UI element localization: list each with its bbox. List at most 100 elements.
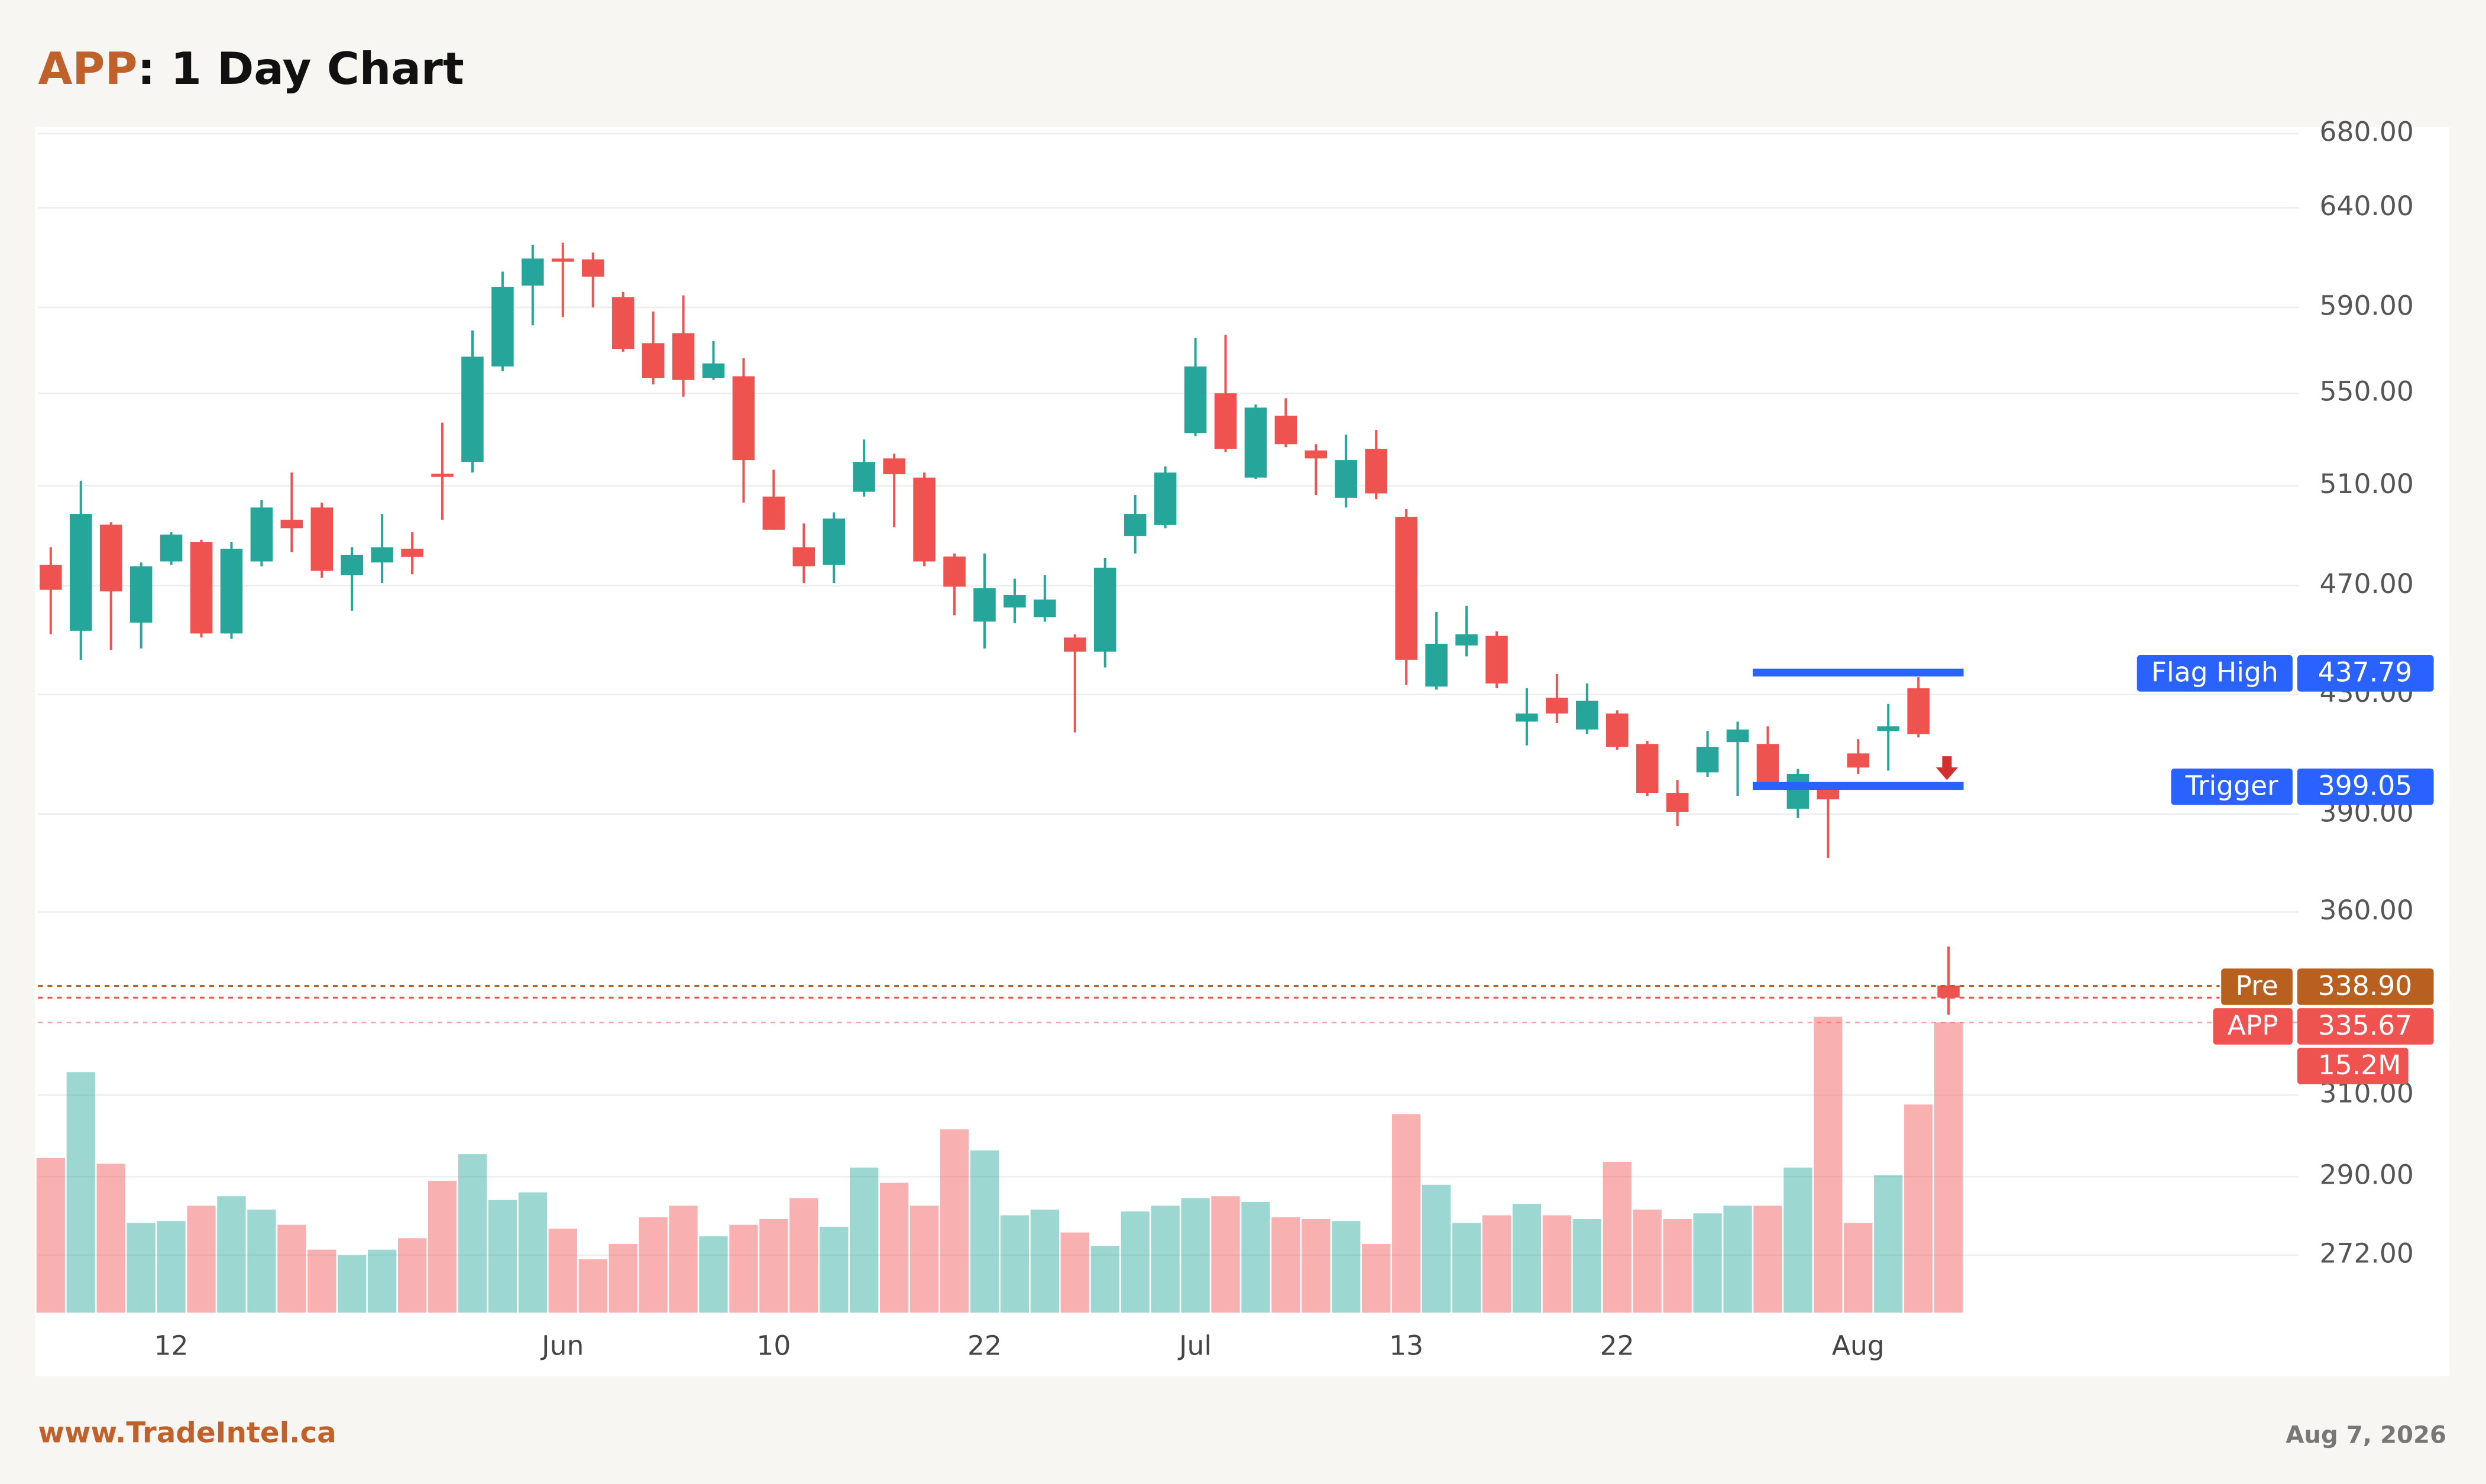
- volume-bar: [789, 1198, 818, 1313]
- y-tick-label: 272.00: [2319, 1237, 2413, 1269]
- volume-bar: [247, 1209, 276, 1313]
- volume-bar: [187, 1206, 216, 1313]
- level-value: 437.79: [2318, 657, 2412, 688]
- volume-bar: [1934, 1022, 1963, 1313]
- volume-bar: [639, 1217, 668, 1313]
- candle-body: [1425, 643, 1448, 687]
- candle-body: [581, 259, 604, 277]
- volume-bar: [368, 1249, 397, 1313]
- candle-body: [341, 555, 363, 576]
- level-name: Trigger: [2185, 770, 2278, 802]
- volume-bar: [1000, 1215, 1030, 1313]
- x-tick-label: 13: [1389, 1330, 1423, 1362]
- level-name: Flag High: [2151, 657, 2278, 688]
- volume-bar: [1783, 1167, 1812, 1313]
- level-name-box: [2213, 1008, 2293, 1045]
- candle-body: [250, 507, 273, 562]
- candle-body: [1877, 726, 1899, 731]
- x-tick-label: 12: [154, 1330, 189, 1362]
- volume-bar: [1241, 1201, 1270, 1313]
- level-name-box: [2171, 768, 2293, 805]
- candle-body: [522, 258, 544, 286]
- volume-bar: [277, 1224, 306, 1313]
- volume-bar: [1753, 1206, 1782, 1313]
- candle-body: [1636, 744, 1659, 793]
- candle-body: [1004, 595, 1026, 608]
- x-tick-label: Aug: [1832, 1330, 1885, 1362]
- volume-bar: [1181, 1198, 1210, 1313]
- volume-bar: [488, 1200, 517, 1313]
- candle-body: [1184, 366, 1207, 433]
- x-tick-label: Jul: [1177, 1330, 1212, 1362]
- candle-body: [1605, 713, 1629, 747]
- volume-bar: [127, 1223, 156, 1313]
- level-value-box: [2297, 655, 2434, 692]
- volume-bar: [1452, 1223, 1481, 1313]
- candle-body: [1817, 789, 1840, 800]
- y-tick-label: 360.00: [2319, 895, 2413, 926]
- footer-site: www.TradeIntel.ca: [38, 1417, 336, 1450]
- level-value: 15.2M: [2318, 1049, 2401, 1081]
- volume-bar: [699, 1236, 728, 1313]
- candle-body: [1546, 698, 1568, 714]
- y-tick-label: 590.00: [2319, 290, 2413, 321]
- level-value-box: [2297, 768, 2434, 805]
- candle-body: [732, 376, 755, 461]
- volume-bar: [1512, 1204, 1542, 1313]
- volume-bar: [850, 1167, 879, 1313]
- level-value-box: [2297, 1048, 2409, 1084]
- volume-bar: [1211, 1196, 1240, 1313]
- candle-body: [1516, 713, 1538, 722]
- volume-bar: [1090, 1246, 1119, 1313]
- level-value: 335.67: [2318, 1010, 2412, 1041]
- volume-bar: [1060, 1232, 1089, 1313]
- level-value-box: [2297, 968, 2434, 1005]
- candle-body: [552, 258, 574, 262]
- volume-bar: [157, 1221, 186, 1313]
- level-name: APP: [2228, 1010, 2278, 1041]
- candle-body: [823, 519, 846, 565]
- volume-bar: [970, 1150, 999, 1313]
- volume-bar: [307, 1249, 336, 1313]
- volume-bar: [1271, 1217, 1300, 1313]
- level-value: 399.05: [2318, 770, 2412, 802]
- level-name: Pre: [2235, 970, 2278, 1002]
- candle-body: [762, 496, 785, 530]
- volume-bar: [1542, 1215, 1571, 1313]
- volume-bar: [820, 1226, 849, 1313]
- candle-body: [1365, 449, 1387, 494]
- title-symbol: APP: [38, 42, 137, 94]
- volume-bar: [1663, 1219, 1692, 1313]
- volume-bar: [428, 1181, 457, 1313]
- level-name-box: [2221, 968, 2293, 1005]
- title-text: : 1 Day Chart: [137, 42, 464, 94]
- volume-bar: [548, 1229, 577, 1313]
- x-tick-label: 10: [756, 1330, 791, 1362]
- level-value-box: [2297, 1008, 2434, 1045]
- candle-body: [1395, 517, 1417, 660]
- candle-body: [853, 462, 875, 492]
- candle-body: [1244, 407, 1267, 478]
- volume-bar: [1151, 1206, 1180, 1313]
- level-name-box: [2137, 655, 2293, 692]
- candle-body: [1124, 514, 1147, 536]
- candle-body: [491, 287, 514, 367]
- volume-bar: [669, 1206, 698, 1313]
- x-tick-label: Jun: [540, 1330, 584, 1362]
- candle-body: [1274, 416, 1297, 445]
- volume-bar: [36, 1158, 65, 1313]
- candle-body: [1034, 600, 1056, 618]
- down-arrow: [1935, 756, 1959, 780]
- volume-bar: [1572, 1219, 1601, 1313]
- volume-bar: [880, 1182, 909, 1313]
- footer-date: Aug 7, 2026: [2286, 1421, 2446, 1449]
- candle-body: [1756, 744, 1779, 783]
- candle-body: [1576, 701, 1598, 730]
- candle-body: [672, 333, 695, 380]
- candle-body: [130, 566, 153, 623]
- candle-body: [1335, 460, 1358, 498]
- candle-body: [401, 549, 423, 557]
- candle-body: [1696, 747, 1719, 773]
- volume-bar: [1814, 1016, 1843, 1313]
